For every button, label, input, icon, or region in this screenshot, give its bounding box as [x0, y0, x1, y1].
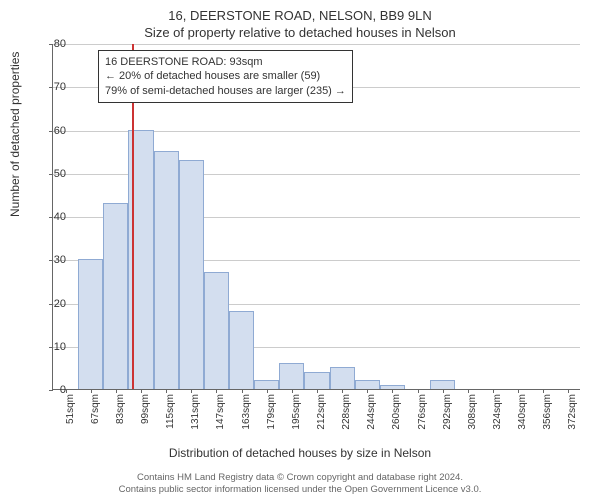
ytick-label: 10 [40, 341, 66, 353]
xtick-mark [543, 389, 544, 393]
xtick-label: 324sqm [492, 394, 503, 430]
xtick-mark [418, 389, 419, 393]
histogram-bar [279, 363, 304, 389]
title-sub: Size of property relative to detached ho… [0, 23, 600, 40]
footer: Contains HM Land Registry data © Crown c… [0, 472, 600, 496]
xtick-label: 51sqm [65, 394, 76, 424]
xtick-label: 163sqm [241, 394, 252, 430]
ytick-label: 50 [40, 168, 66, 180]
histogram-bar [330, 367, 355, 389]
xtick-label: 179sqm [266, 394, 277, 430]
histogram-bar [179, 160, 204, 389]
xtick-mark [518, 389, 519, 393]
histogram-bar [430, 380, 455, 389]
histogram-bar [78, 259, 103, 389]
histogram-bar [204, 272, 229, 389]
xtick-label: 308sqm [467, 394, 478, 430]
annotation-line: ← 20% of detached houses are smaller (59… [105, 69, 346, 83]
xtick-label: 356sqm [542, 394, 553, 430]
xtick-label: 83sqm [115, 394, 126, 424]
xtick-mark [493, 389, 494, 393]
xtick-label: 276sqm [417, 394, 428, 430]
ytick-label: 60 [40, 125, 66, 137]
histogram-bar [103, 203, 128, 389]
histogram-bar [229, 311, 254, 389]
xtick-mark [443, 389, 444, 393]
xtick-mark [367, 389, 368, 393]
xtick-mark [191, 389, 192, 393]
xtick-mark [141, 389, 142, 393]
xtick-mark [317, 389, 318, 393]
xtick-label: 212sqm [316, 394, 327, 430]
ytick-label: 30 [40, 254, 66, 266]
annotation-line: 16 DEERSTONE ROAD: 93sqm [105, 55, 346, 69]
xtick-label: 244sqm [366, 394, 377, 430]
title-main: 16, DEERSTONE ROAD, NELSON, BB9 9LN [0, 0, 600, 23]
xtick-label: 260sqm [391, 394, 402, 430]
xtick-label: 131sqm [190, 394, 201, 430]
xtick-mark [468, 389, 469, 393]
histogram-bar [154, 151, 179, 389]
xtick-mark [568, 389, 569, 393]
xtick-label: 115sqm [165, 394, 176, 429]
xtick-mark [242, 389, 243, 393]
footer-line: Contains HM Land Registry data © Crown c… [0, 472, 600, 484]
y-axis-label: Number of detached properties [8, 52, 22, 217]
histogram-bar [304, 372, 329, 389]
ytick-label: 80 [40, 38, 66, 50]
xtick-mark [342, 389, 343, 393]
xtick-mark [166, 389, 167, 393]
xtick-label: 195sqm [291, 394, 302, 430]
xtick-label: 292sqm [442, 394, 453, 430]
ytick-label: 20 [40, 298, 66, 310]
xtick-mark [267, 389, 268, 393]
footer-line: Contains public sector information licen… [0, 484, 600, 496]
xtick-mark [116, 389, 117, 393]
xtick-mark [292, 389, 293, 393]
xtick-mark [91, 389, 92, 393]
x-axis-label: Distribution of detached houses by size … [0, 446, 600, 460]
xtick-mark [392, 389, 393, 393]
chart-area: 16 DEERSTONE ROAD: 93sqm ← 20% of detach… [52, 44, 580, 390]
ytick-label: 70 [40, 81, 66, 93]
annotation-box: 16 DEERSTONE ROAD: 93sqm ← 20% of detach… [98, 50, 353, 103]
xtick-label: 228sqm [341, 394, 352, 430]
xtick-mark [216, 389, 217, 393]
xtick-label: 372sqm [567, 394, 578, 430]
histogram-bar [355, 380, 380, 389]
ytick-label: 0 [40, 384, 66, 396]
annotation-line: 79% of semi-detached houses are larger (… [105, 84, 346, 98]
histogram-bar [254, 380, 279, 389]
xtick-label: 147sqm [215, 394, 226, 430]
xtick-label: 340sqm [517, 394, 528, 430]
xtick-label: 99sqm [140, 394, 151, 424]
xtick-label: 67sqm [90, 394, 101, 424]
ytick-label: 40 [40, 211, 66, 223]
